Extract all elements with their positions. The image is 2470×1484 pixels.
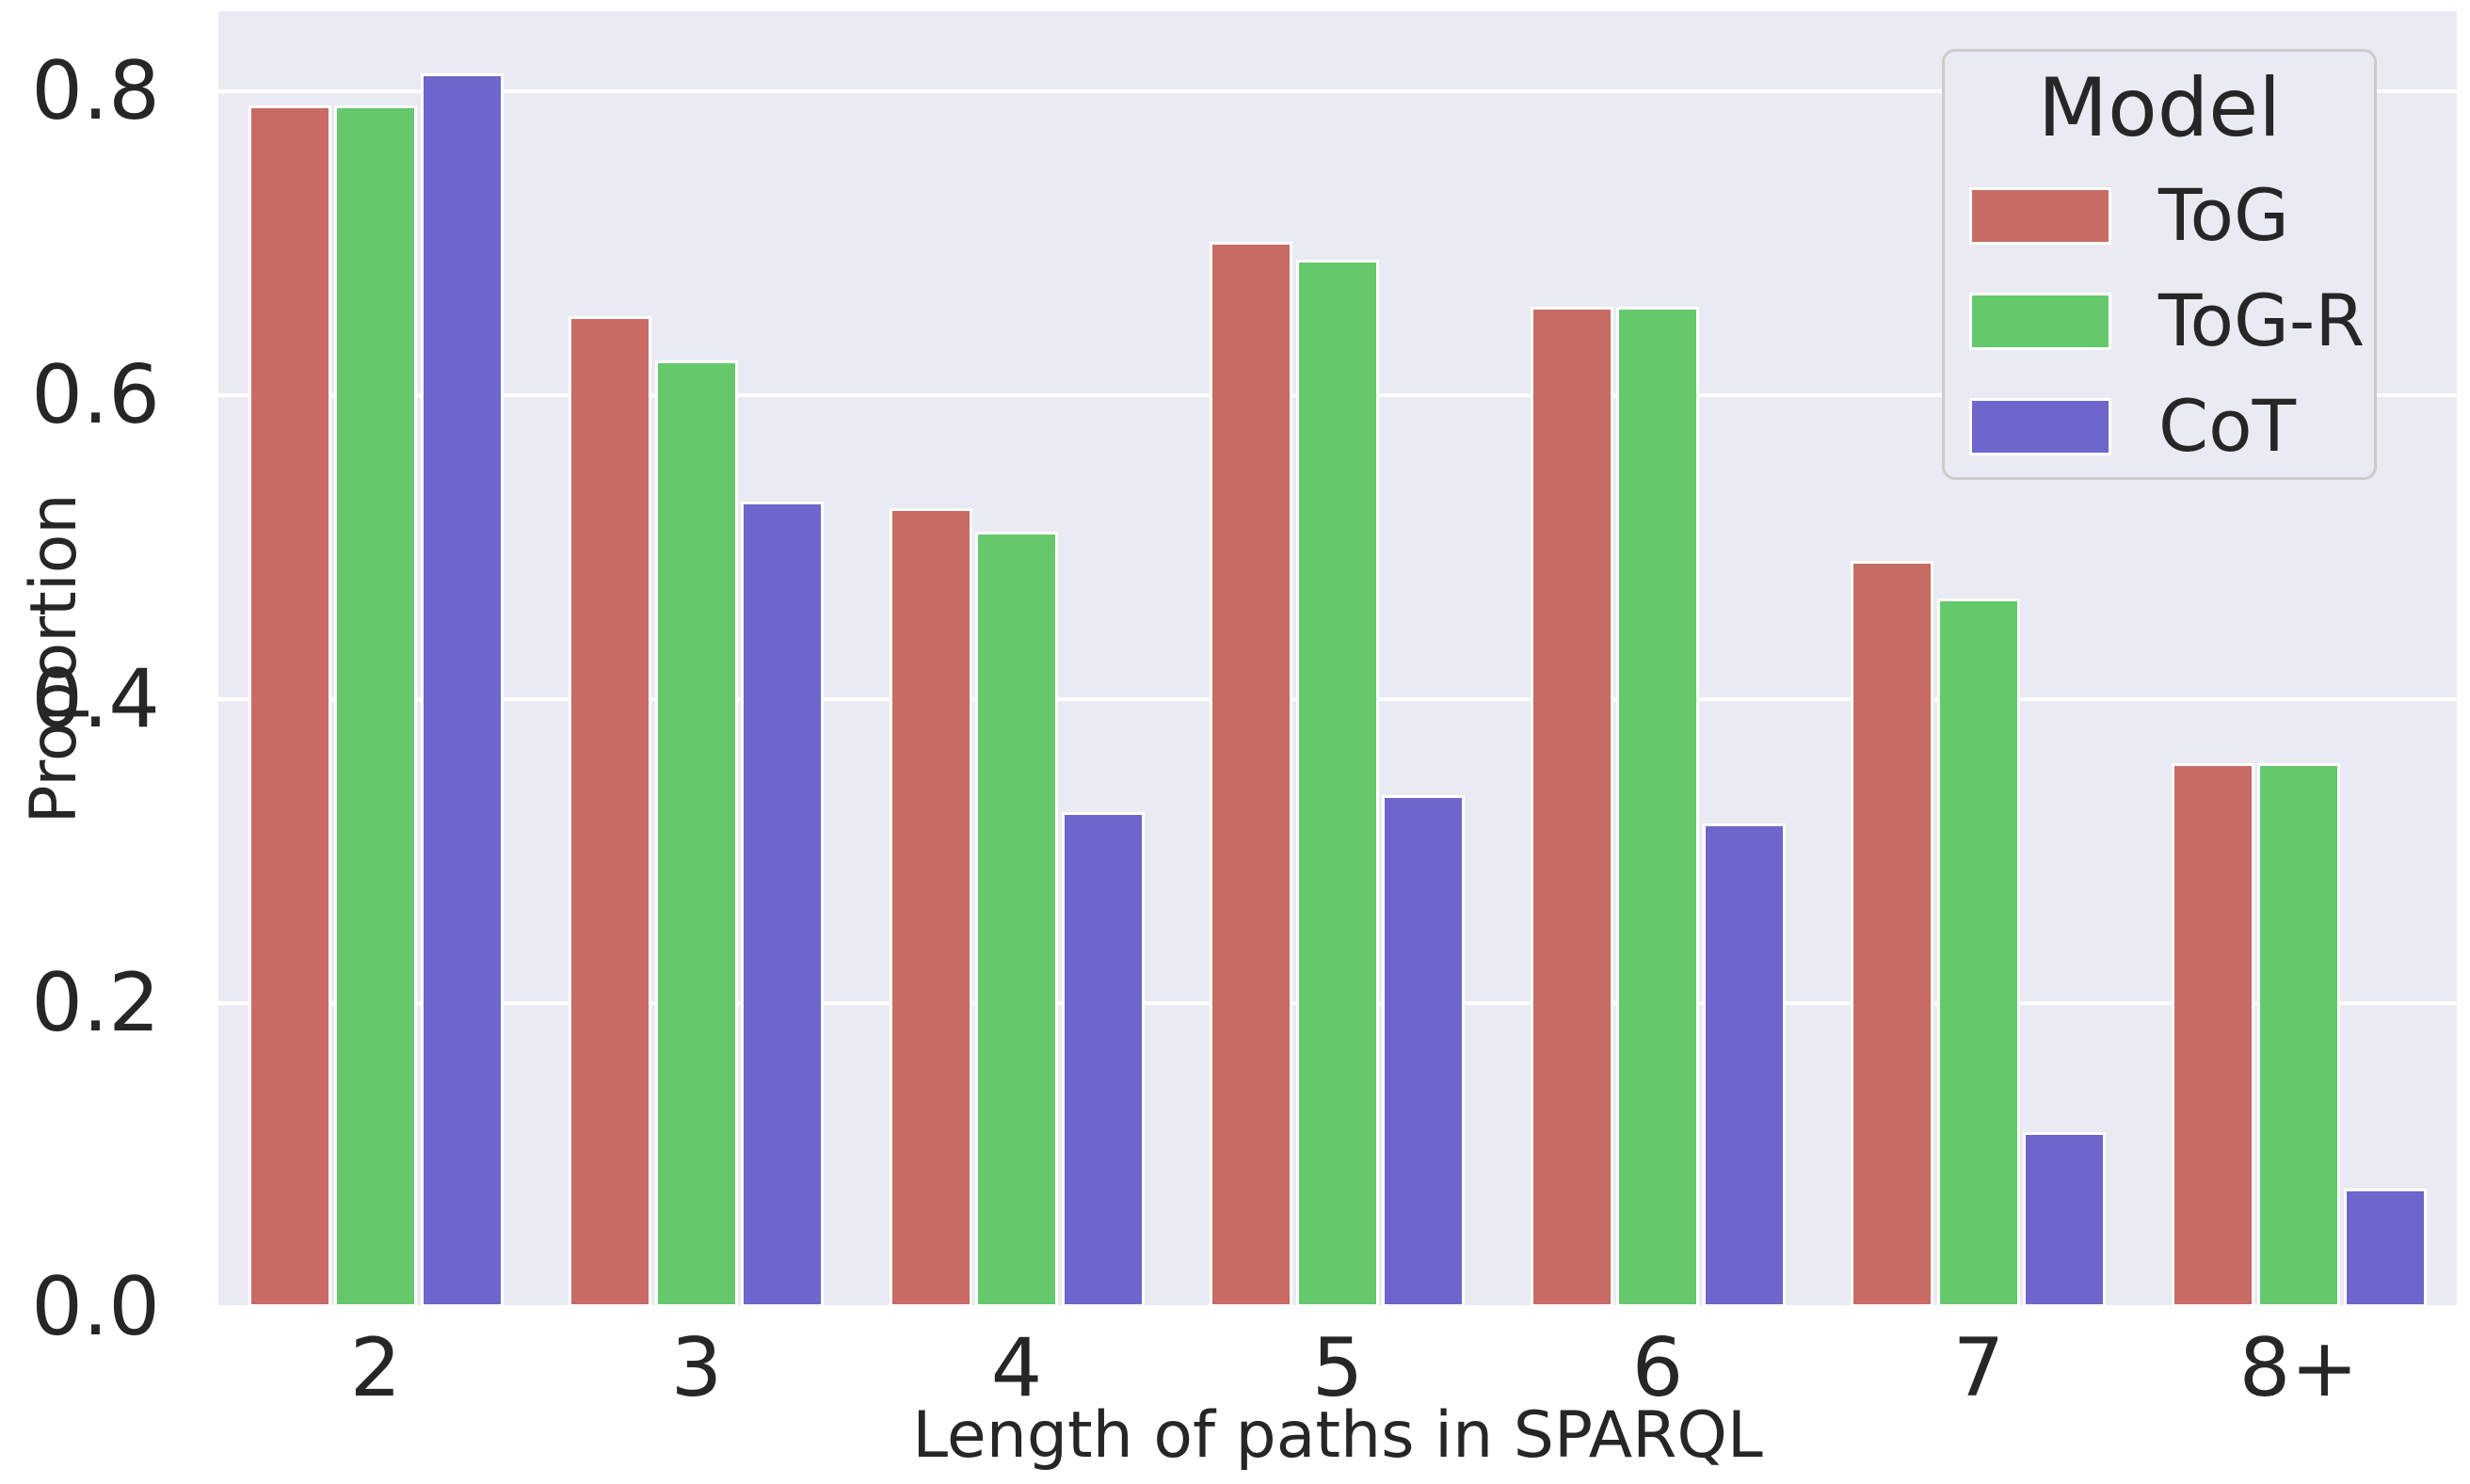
legend: Model ToG ToG-R CoT <box>1942 49 2377 480</box>
x-tick-label-5: 5 <box>1311 1321 1364 1415</box>
bar-CoT-8+ <box>2344 1189 2427 1307</box>
legend-title: Model <box>2037 61 2282 155</box>
bar-ToG-7 <box>1851 561 1933 1307</box>
bar-ToG-R-8+ <box>2257 763 2340 1307</box>
x-tick-label-6: 6 <box>1631 1321 1684 1415</box>
bar-CoT-7 <box>2023 1132 2106 1307</box>
legend-label-ToG-R: ToG-R <box>2158 279 2366 362</box>
bar-CoT-3 <box>741 502 824 1307</box>
legend-swatch-ToG-R <box>1969 292 2111 350</box>
x-tick-label-4: 4 <box>990 1321 1043 1415</box>
bar-ToG-2 <box>249 105 331 1307</box>
gridline-0.8 <box>218 89 2457 93</box>
y-tick-label-0.2: 0.2 <box>31 956 160 1050</box>
y-tick-label-0.6: 0.6 <box>31 348 160 442</box>
x-tick-label-2: 2 <box>349 1321 402 1415</box>
y-tick-label-0.0: 0.0 <box>31 1260 160 1354</box>
bar-ToG-6 <box>1531 307 1613 1307</box>
bar-CoT-2 <box>421 73 504 1307</box>
bar-ToG-R-4 <box>975 532 1058 1307</box>
bar-ToG-R-3 <box>655 360 738 1307</box>
x-tick-label-7: 7 <box>1952 1321 2005 1415</box>
bar-ToG-R-7 <box>1937 598 2020 1307</box>
y-tick-label-0.4: 0.4 <box>31 652 160 746</box>
y-axis-label: Proportion <box>17 493 91 824</box>
bar-ToG-R-5 <box>1296 260 1379 1307</box>
bar-CoT-5 <box>1382 795 1465 1307</box>
legend-entry-ToG: ToG <box>1969 163 2374 268</box>
x-axis-label: Length of paths in SPARQL <box>912 1398 1763 1473</box>
bar-ToG-R-2 <box>334 105 417 1307</box>
y-tick-label-0.8: 0.8 <box>31 44 160 138</box>
bar-ToG-3 <box>569 316 651 1307</box>
legend-entries: ToG ToG-R CoT <box>1969 163 2374 479</box>
gridline-0 <box>218 1305 2457 1309</box>
x-tick-label-3: 3 <box>670 1321 723 1415</box>
legend-label-ToG: ToG <box>2158 173 2289 257</box>
legend-swatch-ToG <box>1969 186 2111 245</box>
bar-CoT-4 <box>1062 812 1145 1307</box>
legend-label-CoT: CoT <box>2158 384 2296 468</box>
bar-ToG-R-6 <box>1616 307 1699 1307</box>
legend-entry-ToG-R: ToG-R <box>1969 268 2374 374</box>
legend-entry-CoT: CoT <box>1969 374 2374 479</box>
bar-ToG-5 <box>1210 242 1292 1307</box>
legend-swatch-CoT <box>1969 397 2111 455</box>
bar-ToG-8+ <box>2172 763 2254 1307</box>
bar-ToG-4 <box>890 508 972 1307</box>
bar-CoT-6 <box>1703 823 1786 1307</box>
x-tick-label-8+: 8+ <box>2238 1321 2359 1415</box>
